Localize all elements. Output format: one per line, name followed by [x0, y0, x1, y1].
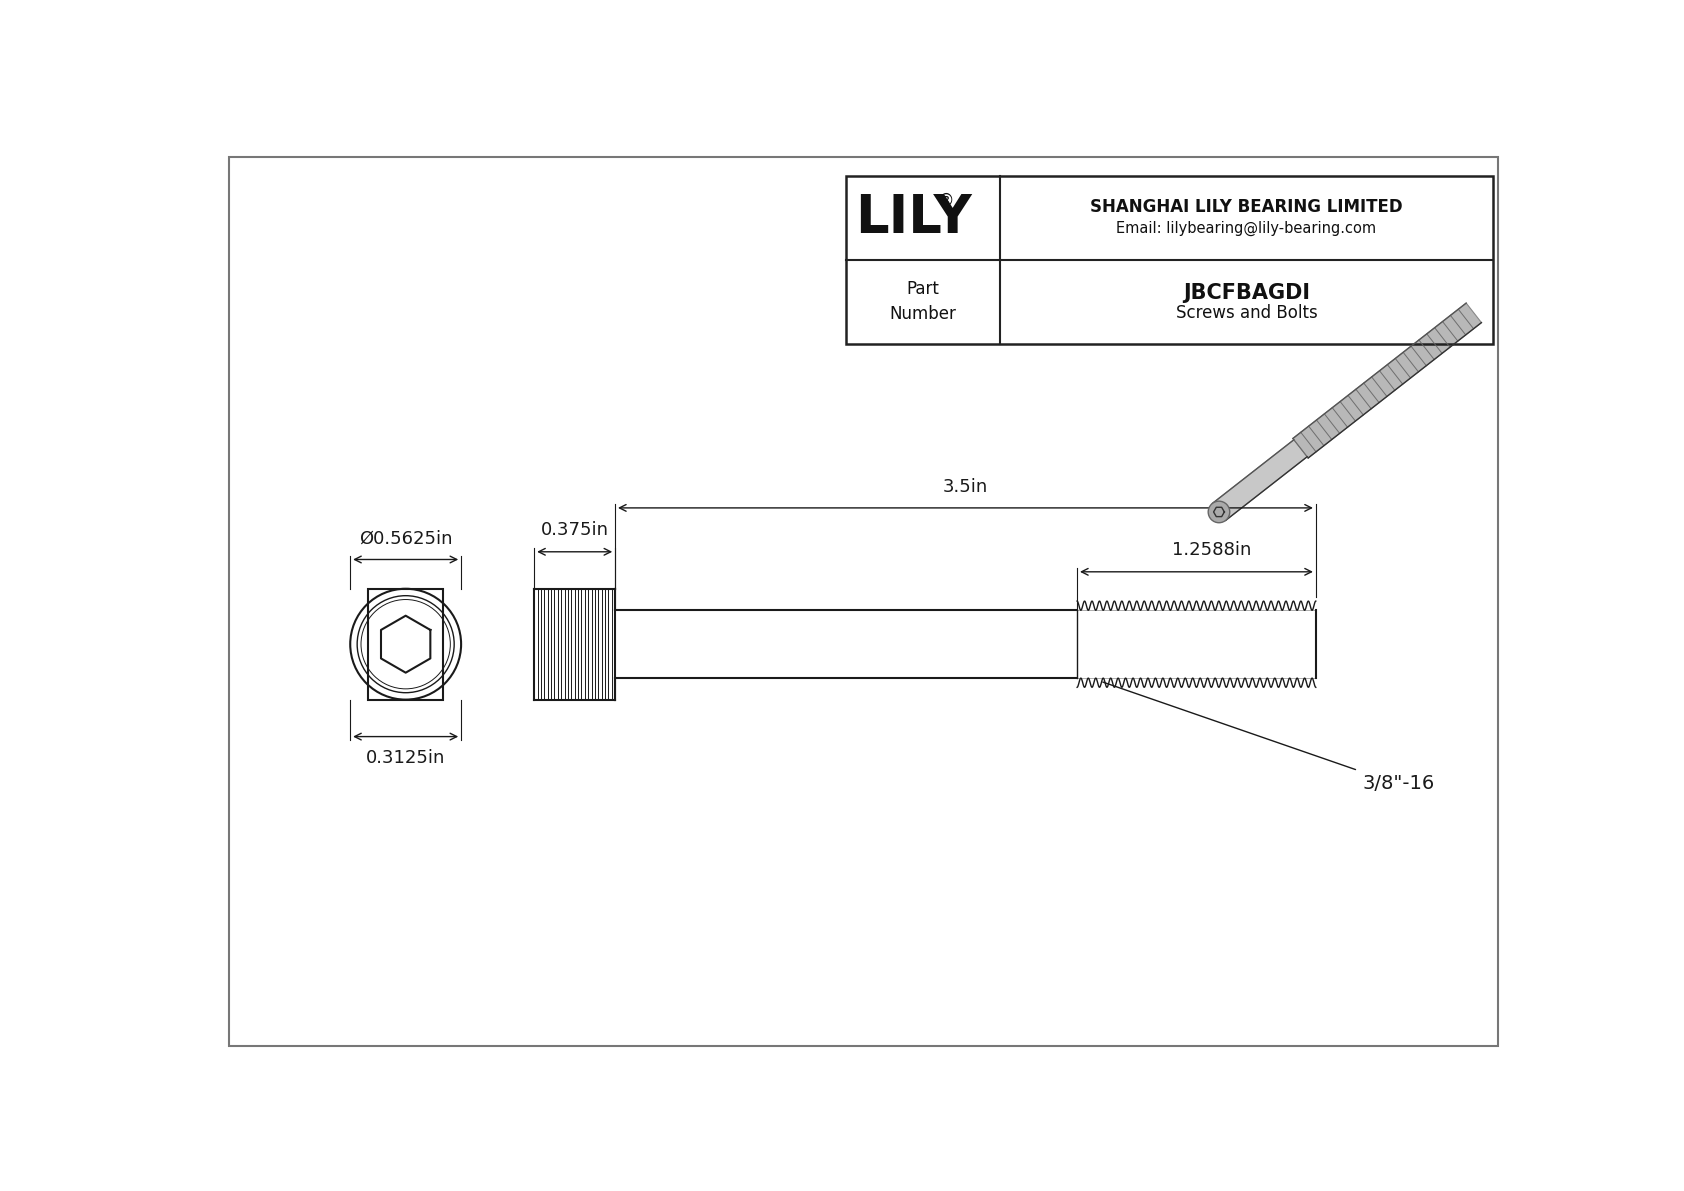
- Ellipse shape: [1207, 501, 1229, 523]
- Text: Screws and Bolts: Screws and Bolts: [1175, 304, 1317, 322]
- Text: Email: lilybearing@lily-bearing.com: Email: lilybearing@lily-bearing.com: [1116, 222, 1376, 236]
- Bar: [369, 588, 443, 699]
- Text: SHANGHAI LILY BEARING LIMITED: SHANGHAI LILY BEARING LIMITED: [1090, 198, 1403, 217]
- Text: LILY: LILY: [855, 192, 972, 244]
- Text: 3/8"-16: 3/8"-16: [1362, 773, 1435, 792]
- Text: 3.5in: 3.5in: [943, 478, 989, 495]
- Text: 0.3125in: 0.3125in: [365, 749, 445, 767]
- Text: 0.375in: 0.375in: [541, 522, 608, 540]
- Text: JBCFBAGDI: JBCFBAGDI: [1182, 282, 1310, 303]
- Text: 1.2588in: 1.2588in: [1172, 542, 1251, 560]
- Polygon shape: [1212, 439, 1307, 520]
- Text: Part
Number: Part Number: [889, 280, 957, 324]
- Text: Ø0.5625in: Ø0.5625in: [359, 529, 453, 547]
- Bar: [845, 176, 1494, 344]
- Text: ®: ®: [938, 192, 955, 210]
- Polygon shape: [1293, 303, 1482, 459]
